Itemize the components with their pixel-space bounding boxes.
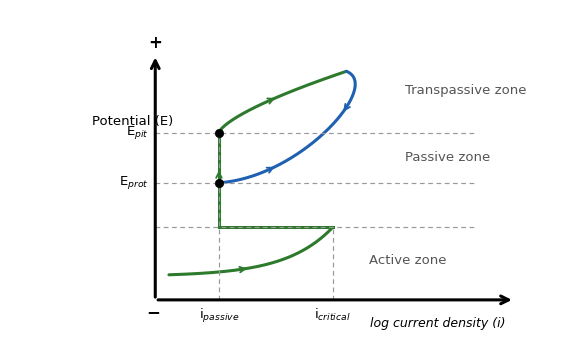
Text: Passive zone: Passive zone: [406, 151, 491, 164]
Text: Transpassive zone: Transpassive zone: [406, 84, 527, 97]
Text: +: +: [149, 34, 162, 52]
Text: i$_{critical}$: i$_{critical}$: [314, 307, 351, 323]
Text: Potential (E): Potential (E): [92, 115, 173, 128]
Text: E$_{pit}$: E$_{pit}$: [126, 124, 149, 141]
Text: log current density (i): log current density (i): [370, 317, 505, 330]
Text: −: −: [146, 303, 160, 321]
Text: Active zone: Active zone: [369, 254, 447, 268]
Text: E$_{prot}$: E$_{prot}$: [119, 174, 149, 191]
Text: i$_{passive}$: i$_{passive}$: [199, 307, 239, 325]
